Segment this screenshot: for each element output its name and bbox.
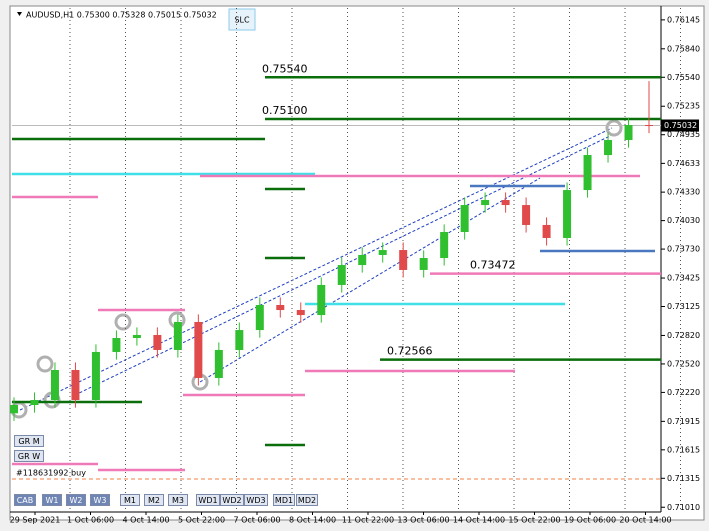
candle-body (112, 338, 121, 352)
candle-body (91, 351, 100, 400)
candle-body (542, 224, 551, 238)
x-tick-label: 20 Oct 14:00 (619, 516, 671, 525)
current-price-box (661, 119, 699, 132)
candle-body (645, 125, 653, 127)
candle-body (10, 405, 18, 414)
level-label: 0.73472 (470, 259, 516, 272)
candle-body (419, 258, 428, 270)
level-label: 0.72566 (387, 345, 433, 358)
button[interactable]: GR W (14, 450, 44, 462)
candle-body (440, 232, 449, 259)
y-tick-label: 0.75840 (667, 44, 700, 53)
chart-title: AUDUSD,H1 0.75300 0.75328 0.75015 0.7503… (26, 11, 217, 20)
x-tick-label: 29 Sep 2021 (10, 516, 61, 525)
y-tick-label: 0.74935 (667, 130, 700, 139)
level-label: 0.75540 (262, 62, 308, 75)
level-label: 0.75100 (262, 104, 308, 117)
candle-body (153, 334, 162, 350)
x-tick-label: 7 Oct 06:00 (233, 516, 280, 525)
candle-body (624, 125, 633, 141)
y-tick-label: 0.74030 (667, 216, 700, 225)
button[interactable]: M1 (120, 494, 140, 506)
button[interactable]: M3 (168, 494, 188, 506)
candle-body (563, 190, 572, 238)
y-tick-label: 0.72220 (667, 388, 700, 397)
y-tick-label: 0.74633 (667, 159, 700, 168)
candle-body (173, 321, 182, 350)
y-tick-label: 0.71010 (667, 503, 700, 512)
channel-line (74, 134, 613, 396)
order-label: #118631992 buy (16, 469, 86, 478)
menu-arrow (17, 12, 22, 16)
candle-body (235, 330, 244, 350)
candle-body (296, 310, 305, 316)
candle-body (50, 370, 59, 400)
candle-body (604, 140, 613, 156)
candle-body (460, 205, 469, 232)
y-tick-label: 0.75540 (667, 73, 700, 82)
candle-body (71, 370, 80, 400)
button[interactable]: GR M (14, 435, 44, 447)
x-tick-label: 11 Oct 22:00 (342, 516, 394, 525)
y-tick-label: 0.75235 (667, 102, 700, 111)
y-tick-label: 0.73730 (667, 245, 700, 254)
button[interactable]: WD1 (196, 494, 220, 506)
candle-body (337, 265, 346, 285)
y-tick-label: 0.72520 (667, 359, 700, 368)
button[interactable]: WD3 (244, 494, 268, 506)
candle-body (132, 334, 141, 339)
slc-label[interactable]: SLC (234, 16, 250, 25)
y-tick-label: 0.71315 (667, 474, 700, 483)
y-tick-label: 0.76145 (667, 15, 700, 24)
button[interactable]: W1 (42, 494, 62, 506)
x-tick-label: 8 Oct 14:00 (289, 516, 336, 525)
candle-body (276, 304, 285, 311)
y-tick-label: 0.73125 (667, 302, 700, 311)
y-tick-label: 0.72820 (667, 331, 700, 340)
x-tick-label: 1 Oct 06:00 (67, 516, 114, 525)
channel-line (199, 177, 541, 383)
candle-body (317, 284, 326, 316)
button[interactable]: MD1 (273, 494, 295, 506)
candle-body (194, 321, 203, 378)
button[interactable]: W3 (90, 494, 110, 506)
slc-box[interactable] (228, 8, 256, 31)
chart-frame (9, 5, 705, 521)
button[interactable]: M2 (144, 494, 164, 506)
candle-body (255, 304, 264, 331)
y-tick-label: 0.71615 (667, 445, 700, 454)
x-tick-label: 19 Oct 06:00 (564, 516, 616, 525)
candle-body (399, 250, 408, 270)
button[interactable]: W2 (66, 494, 86, 506)
x-tick-label: 14 Oct 14:00 (453, 516, 505, 525)
y-tick-label: 0.73425 (667, 274, 700, 283)
x-tick-label: 5 Oct 22:00 (178, 516, 225, 525)
candle-body (583, 155, 592, 191)
y-tick-label: 0.74330 (667, 188, 700, 197)
x-tick-label: 15 Oct 22:00 (508, 516, 560, 525)
y-tick-label: 0.71915 (667, 417, 700, 426)
current-price-label: 0.75032 (664, 121, 697, 130)
candle-body (481, 200, 490, 206)
x-tick-label: 4 Oct 14:00 (122, 516, 169, 525)
candle-body (378, 250, 387, 255)
button[interactable]: MD2 (296, 494, 318, 506)
candle-body (30, 400, 39, 406)
button[interactable]: WD2 (220, 494, 244, 506)
candle-body (522, 205, 531, 225)
x-tick-label: 13 Oct 06:00 (397, 516, 449, 525)
candle-body (501, 200, 510, 206)
button[interactable]: CAB (14, 494, 36, 506)
candle-body (214, 349, 223, 378)
candle-body (358, 254, 367, 266)
